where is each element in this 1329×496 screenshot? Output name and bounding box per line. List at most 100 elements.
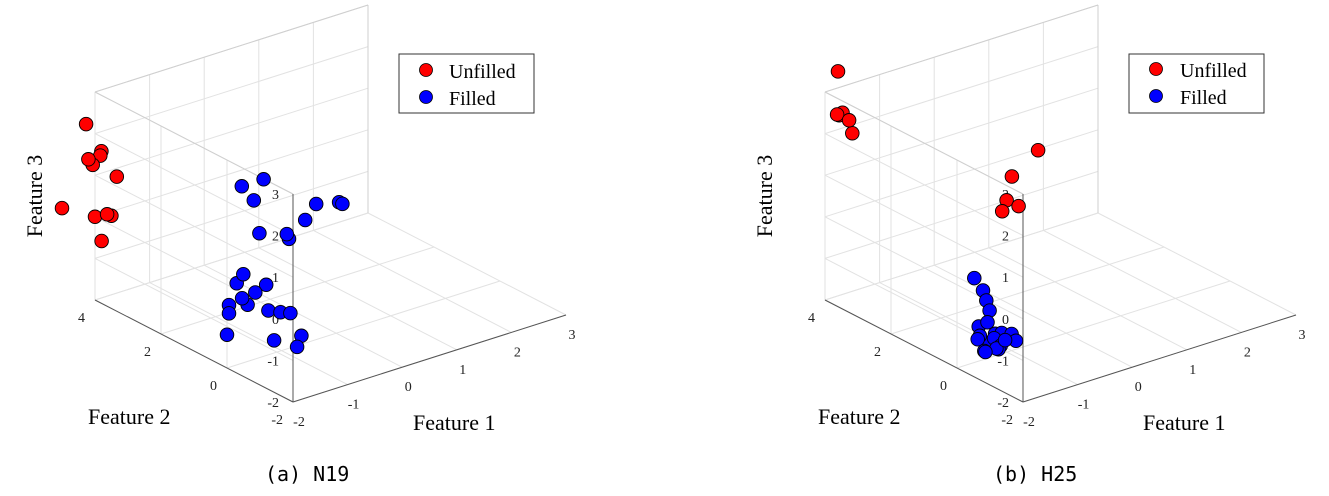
data-points-panel-b [829,64,1046,360]
x-axis-label-panel-a: Feature 1 [413,410,495,435]
grid-line [988,247,1188,351]
y-axis-line [94,299,294,403]
y-tick-label: 2 [874,345,881,360]
grid-line [94,216,294,320]
filled-point [219,327,235,342]
z-tick-label: 3 [272,188,279,203]
x-axis-line [292,314,567,403]
filled-point [982,303,997,318]
z-tick-label: -1 [997,354,1009,369]
filled-point [970,332,985,347]
x-tick-label: -1 [1078,398,1090,413]
grid-line [149,282,348,386]
z-tick-label: 0 [1002,313,1009,328]
axes-panel-b [824,4,1297,403]
grid-line [226,280,501,369]
y-tick-label: -2 [271,413,283,428]
grid-line [824,212,1099,301]
panel-a-n19: -2 -1 0 1 2 3 -2 0 2 4 -2 -1 0 1 2 3 Feature 1 Feature … [22,4,576,486]
filled-point [967,270,982,286]
grid-line [94,46,369,135]
legend-filled-marker [419,90,433,104]
grid-line [94,87,369,176]
x-tick-label: 1 [1189,363,1196,378]
unfilled-point [78,116,94,132]
legend-panel-b: Unfilled Filled [1128,53,1265,114]
unfilled-point [1011,198,1026,214]
filled-point [261,303,276,318]
legend-filled-label: Filled [1180,87,1227,109]
grid-line [258,247,458,351]
x-tick-label: -2 [1023,415,1035,430]
unfilled-point [94,233,109,249]
legend-unfilled-label: Unfilled [449,61,516,83]
filled-point [279,226,295,242]
filled-point [236,266,251,282]
filled-point [252,225,267,241]
unfilled-point [81,152,96,167]
z-tick-label: 2 [272,230,279,245]
legend-panel-a: Unfilled Filled [398,53,535,114]
y-tick-label: -2 [1001,413,1013,428]
z-axis-label-panel-b: Feature 3 [752,155,777,237]
unfilled-point [99,207,115,222]
x-tick-label: 3 [569,328,576,343]
z-tick-label: 1 [1002,271,1009,286]
unfilled-point [994,204,1010,219]
filled-point [980,315,995,330]
x-tick-label: 0 [1135,380,1142,395]
grid-line [824,129,1099,218]
grid-line [933,264,1133,368]
grid-line [313,229,512,333]
grid-line [94,170,369,259]
panel-caption-b: (b) H25 [993,462,1077,486]
legend-unfilled-label: Unfilled [1180,60,1247,82]
unfilled-point [829,107,845,122]
filled-point [266,333,282,348]
y-tick-label: 4 [78,311,85,326]
grid-line [824,46,1099,135]
filled-point [256,172,271,187]
x-tick-label: -2 [293,415,305,430]
filled-point [234,290,250,306]
z-tick-label: 1 [272,271,279,286]
filled-point [335,196,350,212]
x-tick-label: -1 [348,398,360,413]
z-tick-label: -1 [267,354,279,369]
grid-line [824,170,1099,259]
panel-caption-a: (a) N19 [265,462,349,486]
grid-line [94,257,294,361]
unfilled-point [87,209,103,225]
box-edge [824,91,1024,195]
unfilled-point [109,169,125,184]
y-tick-label: 0 [940,379,947,394]
filled-point [308,196,324,212]
unfilled-point [841,113,857,128]
x-axis-label-panel-b: Feature 1 [1143,410,1225,435]
filled-point [978,344,993,360]
legend-unfilled-marker [419,63,433,77]
y-tick-label: 2 [144,345,151,360]
x-tick-label: 1 [459,363,466,378]
tick-labels-panel-a: -2 -1 0 1 2 3 -2 0 2 4 -2 -1 0 1 2 3 [78,188,576,430]
box-edge [824,4,1099,93]
grid-line [824,174,1024,278]
filled-point [258,277,274,293]
filled-point [248,285,263,300]
unfilled-point [1030,142,1046,158]
x-tick-label: 2 [1244,345,1251,360]
grid-line [160,246,435,335]
legend-unfilled-marker [1149,62,1163,76]
y-axis-line [824,299,1024,403]
data-points-panel-a [54,116,350,355]
grid-line [367,212,567,316]
unfilled-point [54,200,70,216]
legend-filled-marker [1149,89,1163,103]
z-tick-label: 2 [1002,230,1009,245]
z-tick-label: 0 [272,313,279,328]
z-tick-label: -2 [267,396,279,411]
grid-line [824,216,1024,320]
